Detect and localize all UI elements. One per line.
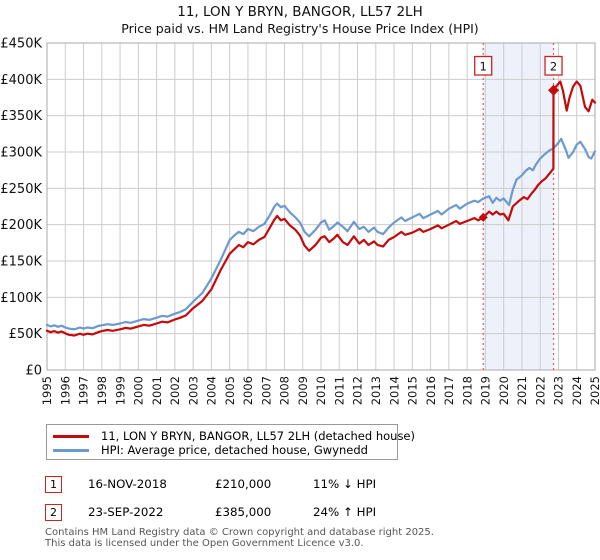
svg-text:2021: 2021 — [515, 376, 529, 405]
svg-text:2007: 2007 — [259, 376, 273, 405]
svg-text:£400K: £400K — [0, 73, 42, 88]
svg-text:£250K: £250K — [0, 182, 42, 197]
svg-text:2006: 2006 — [241, 376, 255, 405]
sale-annotation-row-1: 1 16-NOV-2018 £210,000 11% ↓ HPI — [45, 476, 585, 496]
svg-text:2001: 2001 — [150, 376, 164, 405]
sale-flag-number-2: 2 — [550, 60, 557, 74]
y-axis-labels: £0 £50K £100K £150K £200K £250K £300K £350K £400… — [0, 37, 42, 379]
legend: 11, LON Y BRYN, BANGOR, LL57 2LH (detach… — [46, 424, 415, 460]
svg-text:1999: 1999 — [113, 376, 127, 405]
svg-text:1997: 1997 — [77, 376, 91, 405]
sale-2-price: £385,000 — [215, 505, 272, 519]
svg-text:2024: 2024 — [570, 376, 584, 405]
legend-label-property: 11, LON Y BRYN, BANGOR, LL57 2LH (detach… — [101, 429, 415, 443]
sale-flag-box-2 — [544, 55, 563, 76]
svg-text:£300K: £300K — [0, 146, 42, 161]
svg-text:2025: 2025 — [588, 376, 600, 405]
property-price-line — [45, 80, 597, 337]
svg-text:1995: 1995 — [40, 376, 54, 405]
hpi-line — [45, 137, 597, 331]
svg-text:2004: 2004 — [205, 376, 219, 405]
x-axis-labels: 1995 1996 1997 1998 1999 2000 2001 2002 2003 2004… — [40, 376, 600, 405]
svg-text:2005: 2005 — [223, 376, 237, 405]
sale-1-number-badge: 1 — [45, 476, 62, 493]
svg-text:2016: 2016 — [424, 376, 438, 405]
property-line-swatch — [53, 434, 89, 438]
page-subtitle: Price paid vs. HM Land Registry's House … — [121, 21, 479, 36]
svg-text:2009: 2009 — [296, 376, 310, 405]
legend-label-hpi: HPI: Average price, detached house, Gwyn… — [101, 443, 368, 457]
ownership-period-band — [483, 43, 554, 370]
svg-text:2014: 2014 — [387, 376, 401, 405]
svg-text:2019: 2019 — [479, 376, 493, 405]
sale-diamond-1 — [478, 212, 488, 222]
series-lines — [45, 80, 597, 337]
svg-text:£200K: £200K — [0, 218, 42, 233]
svg-text:2023: 2023 — [552, 376, 566, 405]
svg-text:£450K: £450K — [0, 37, 42, 52]
svg-text:2011: 2011 — [332, 376, 346, 405]
svg-text:1998: 1998 — [95, 376, 109, 405]
sale-point-markers — [478, 84, 560, 222]
legend-row-property: 11, LON Y BRYN, BANGOR, LL57 2LH (detach… — [53, 429, 415, 443]
plot-border — [46, 42, 596, 371]
svg-text:£100K: £100K — [0, 291, 42, 306]
hpi-line-swatch — [53, 448, 89, 452]
ownership-band-rect — [483, 43, 554, 370]
sale-diamond-2 — [548, 84, 560, 96]
sale-annotation-row-2: 2 23-SEP-2022 £385,000 24% ↑ HPI — [45, 504, 585, 524]
svg-text:2000: 2000 — [132, 376, 146, 405]
sale-2-number-badge: 2 — [45, 504, 62, 521]
sale-flag-number-1: 1 — [480, 60, 487, 74]
svg-text:£350K: £350K — [0, 109, 42, 124]
sale-1-date: 16-NOV-2018 — [88, 477, 167, 491]
svg-text:2022: 2022 — [533, 376, 547, 405]
svg-text:2015: 2015 — [406, 376, 420, 405]
svg-text:2013: 2013 — [369, 376, 383, 405]
svg-text:2018: 2018 — [460, 376, 474, 405]
sale-flag-box-1 — [474, 55, 493, 76]
svg-text:2010: 2010 — [314, 376, 328, 405]
svg-text:£0: £0 — [25, 364, 42, 379]
sale-1-hpi-comparison: 11% ↓ HPI — [313, 477, 377, 491]
svg-text:1996: 1996 — [58, 376, 72, 405]
svg-text:2002: 2002 — [168, 376, 182, 405]
page-title: 11, LON Y BRYN, BANGOR, LL57 2LH — [177, 4, 423, 20]
legend-row-hpi: HPI: Average price, detached house, Gwyn… — [53, 443, 397, 457]
svg-text:2017: 2017 — [442, 376, 456, 405]
license-footer: Contains HM Land Registry data © Crown c… — [45, 527, 434, 549]
sale-2-date: 23-SEP-2022 — [88, 505, 164, 519]
svg-text:2008: 2008 — [278, 376, 292, 405]
svg-text:2003: 2003 — [186, 376, 200, 405]
svg-text:£150K: £150K — [0, 255, 42, 270]
svg-text:2012: 2012 — [351, 376, 365, 405]
svg-text:2020: 2020 — [497, 376, 511, 405]
sale-2-hpi-comparison: 24% ↑ HPI — [313, 505, 377, 519]
svg-text:£50K: £50K — [9, 327, 43, 342]
footer-line-2: This data is licensed under the Open Gov… — [45, 538, 364, 549]
sale-1-price: £210,000 — [215, 477, 272, 491]
footer-line-1: Contains HM Land Registry data © Crown c… — [45, 527, 434, 538]
